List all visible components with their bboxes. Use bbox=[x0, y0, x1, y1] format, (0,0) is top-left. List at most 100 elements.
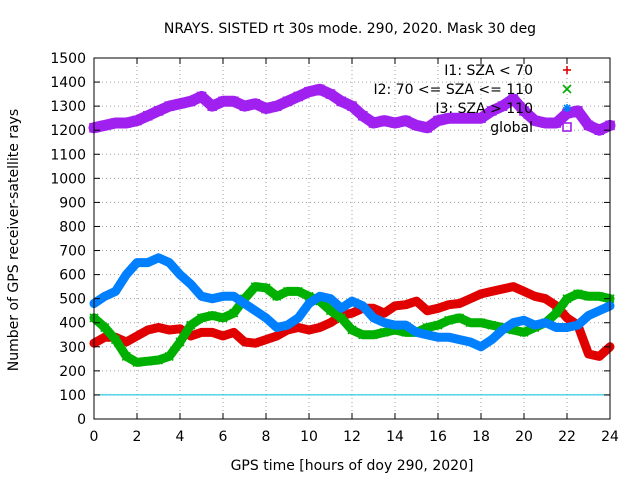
data-point bbox=[509, 318, 518, 327]
y-tick-label: 300 bbox=[59, 340, 86, 356]
y-tick-label: 100 bbox=[59, 388, 86, 404]
data-point bbox=[100, 292, 109, 301]
data-point bbox=[412, 328, 421, 337]
data-point bbox=[185, 96, 196, 107]
x-tick-label: 2 bbox=[133, 429, 142, 445]
data-point bbox=[476, 318, 486, 328]
data-point bbox=[250, 282, 260, 292]
data-point bbox=[595, 352, 604, 361]
data-point bbox=[487, 335, 496, 344]
legend-marker bbox=[562, 122, 572, 132]
data-point bbox=[294, 313, 303, 322]
data-point bbox=[314, 84, 325, 95]
data-point bbox=[411, 120, 422, 131]
data-point bbox=[154, 323, 163, 332]
data-point bbox=[379, 115, 390, 126]
data-point bbox=[337, 304, 346, 313]
data-point bbox=[261, 103, 271, 114]
data-point bbox=[573, 321, 582, 330]
data-point bbox=[454, 313, 465, 323]
x-tick-label: 6 bbox=[219, 429, 228, 445]
data-point bbox=[207, 101, 218, 111]
data-point bbox=[294, 323, 303, 332]
data-point bbox=[454, 113, 465, 123]
data-point bbox=[594, 125, 605, 135]
data-point bbox=[529, 115, 540, 126]
data-point bbox=[422, 122, 433, 133]
data-point bbox=[305, 299, 313, 308]
data-point bbox=[229, 292, 238, 301]
data-point bbox=[347, 325, 357, 335]
tick-layer: 0100200300400500600700800900100011001200… bbox=[50, 51, 619, 445]
x-tick-label: 10 bbox=[300, 429, 318, 445]
y-axis-label: Number of GPS receiver-satellite rays bbox=[6, 109, 22, 371]
legend-marker bbox=[562, 84, 572, 94]
y-tick-label: 200 bbox=[59, 364, 86, 380]
data-point bbox=[175, 337, 185, 347]
data-point bbox=[196, 91, 207, 102]
data-point bbox=[293, 286, 303, 297]
data-point bbox=[519, 327, 529, 337]
data-point bbox=[271, 101, 282, 111]
data-point bbox=[572, 106, 583, 116]
data-point bbox=[563, 323, 571, 332]
y-tick-label: 700 bbox=[59, 244, 86, 260]
data-point bbox=[498, 285, 507, 294]
data-point bbox=[584, 350, 593, 359]
data-point bbox=[348, 309, 356, 318]
chart-title: NRAYS. SISTED rt 30s mode. 290, 2020. Ma… bbox=[164, 21, 536, 37]
y-tick-label: 1300 bbox=[50, 99, 86, 115]
data-point bbox=[400, 115, 411, 126]
data-point bbox=[229, 328, 238, 337]
data-point bbox=[497, 101, 508, 111]
x-tick-label: 0 bbox=[90, 429, 99, 445]
data-point bbox=[110, 335, 121, 345]
data-point bbox=[219, 331, 227, 340]
data-point bbox=[530, 292, 539, 301]
data-point bbox=[165, 325, 174, 334]
data-point bbox=[433, 320, 443, 330]
data-point bbox=[455, 335, 464, 344]
data-point bbox=[282, 96, 293, 107]
data-point bbox=[293, 91, 304, 102]
data-point bbox=[477, 289, 485, 298]
data-point bbox=[476, 113, 486, 123]
legend-label: I2: 70 <= SZA <= 110 bbox=[373, 82, 533, 98]
data-point bbox=[520, 316, 528, 325]
data-point bbox=[325, 306, 336, 316]
data-point bbox=[552, 323, 561, 332]
data-point bbox=[208, 328, 217, 337]
data-point bbox=[401, 300, 410, 309]
data-point bbox=[99, 120, 110, 131]
data-point bbox=[358, 301, 367, 310]
data-point bbox=[186, 280, 195, 289]
data-point bbox=[347, 101, 357, 111]
data-point bbox=[519, 106, 529, 116]
data-point bbox=[443, 113, 454, 123]
data-point bbox=[412, 297, 421, 306]
data-point bbox=[121, 118, 132, 128]
data-point bbox=[368, 330, 379, 340]
data-point bbox=[239, 101, 250, 111]
data-point bbox=[326, 318, 335, 327]
data-point bbox=[465, 318, 475, 328]
data-point bbox=[391, 301, 399, 310]
data-point bbox=[207, 310, 217, 321]
data-point bbox=[143, 258, 152, 267]
data-point bbox=[434, 333, 442, 342]
data-point bbox=[401, 321, 410, 330]
data-point bbox=[541, 318, 550, 327]
data-point bbox=[551, 118, 562, 128]
data-point bbox=[164, 351, 174, 361]
data-point bbox=[111, 287, 120, 296]
data-point bbox=[153, 106, 164, 116]
data-point bbox=[315, 292, 324, 301]
data-point bbox=[196, 313, 207, 323]
y-tick-label: 400 bbox=[59, 316, 86, 332]
data-point bbox=[391, 321, 399, 330]
y-tick-label: 1000 bbox=[50, 171, 86, 187]
data-point bbox=[477, 342, 485, 351]
data-point bbox=[305, 325, 313, 334]
data-point bbox=[282, 286, 293, 297]
data-point bbox=[348, 297, 356, 306]
